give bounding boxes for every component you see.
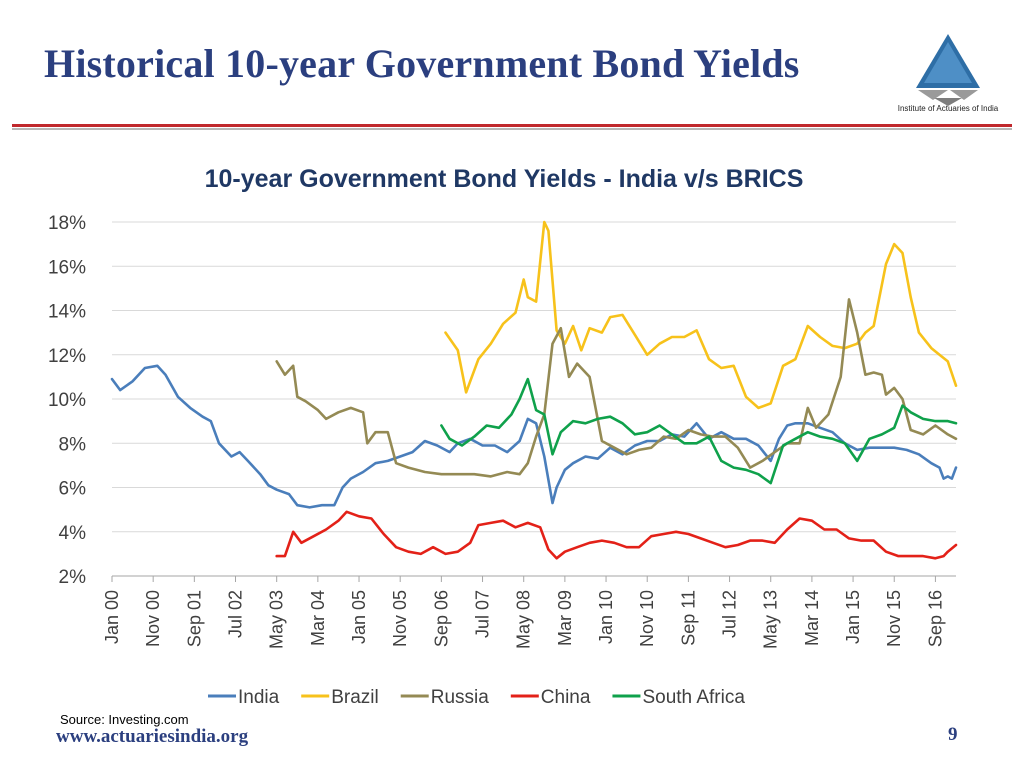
xtick-label: Sep 11 (678, 590, 698, 646)
header-divider (12, 124, 1012, 127)
xtick-label: Jul 12 (720, 590, 740, 638)
ytick-label: 12% (48, 346, 86, 367)
bond-yield-chart: 10-year Government Bond Yields - India v… (48, 165, 958, 708)
xtick-label: Sep 06 (431, 590, 451, 647)
legend-label-brazil: Brazil (331, 687, 379, 708)
xtick-label: Jan 05 (349, 590, 369, 644)
xtick-label: Jan 00 (102, 590, 122, 644)
xtick-label: Mar 09 (555, 590, 575, 646)
series-line-china (275, 510, 958, 560)
xtick-label: Mar 04 (308, 590, 328, 646)
xtick-label: Mar 14 (802, 590, 822, 646)
ytick-label: 8% (59, 434, 87, 455)
legend-label-india: India (238, 687, 280, 708)
series-line-south-africa (440, 377, 958, 485)
xtick-label: Jan 15 (843, 590, 863, 644)
xtick-label: Jul 02 (226, 590, 246, 638)
ytick-label: 16% (48, 257, 86, 278)
website-link[interactable]: www.actuariesindia.org (56, 726, 249, 747)
slide-title: Historical 10-year Government Bond Yield… (44, 41, 800, 86)
series-line-brazil (444, 220, 958, 410)
ytick-label: 14% (48, 302, 86, 323)
actuaries-logo-icon (916, 34, 980, 106)
xtick-label: Jul 07 (473, 590, 493, 638)
xtick-label: Sep 01 (184, 590, 204, 647)
xtick-label: May 03 (267, 590, 287, 649)
chart-title: 10-year Government Bond Yields - India v… (205, 165, 804, 193)
xtick-label: Jan 10 (596, 590, 616, 644)
legend-label-china: China (541, 687, 591, 708)
header-divider-shadow (12, 128, 1012, 130)
series-line-russia (275, 298, 958, 478)
logo-caption: Institute of Actuaries of India (897, 104, 999, 113)
xtick-label: Sep 16 (925, 590, 945, 647)
ytick-label: 2% (59, 567, 87, 588)
ytick-label: 6% (59, 479, 87, 500)
page-number: 9 (948, 724, 958, 745)
xtick-label: May 08 (514, 590, 534, 649)
legend-label-south-africa: South Africa (642, 687, 745, 708)
xtick-label: Nov 15 (884, 590, 904, 647)
source-note: Source: Investing.com (60, 712, 189, 727)
ytick-label: 10% (48, 390, 86, 411)
legend-label-russia: Russia (431, 687, 490, 708)
xtick-label: Nov 10 (637, 590, 657, 647)
ytick-label: 18% (48, 213, 86, 234)
xtick-label: Nov 00 (143, 590, 163, 647)
xtick-label: May 13 (761, 590, 781, 649)
series-line-india (110, 364, 958, 509)
ytick-label: 4% (59, 523, 87, 544)
xtick-label: Nov 05 (390, 590, 410, 647)
